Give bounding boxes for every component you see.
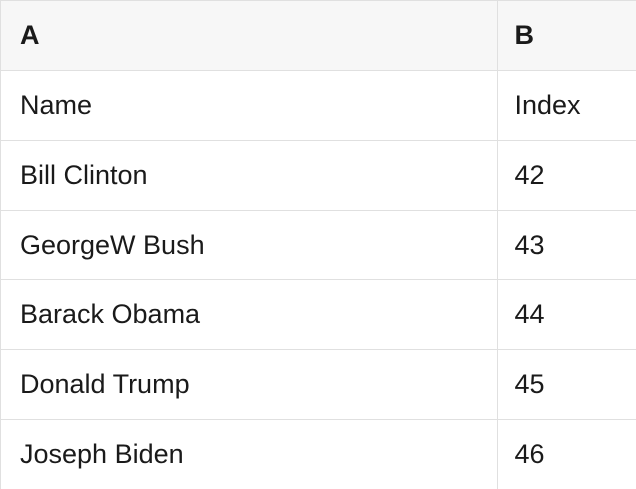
column-header-a[interactable]: A — [1, 1, 497, 70]
table-row: Joseph Biden 46 — [1, 420, 636, 489]
table-cell[interactable]: 45 — [496, 350, 636, 420]
table-cell[interactable]: 42 — [496, 140, 636, 210]
cell-text: Joseph Biden — [20, 439, 184, 470]
cell-text: 46 — [514, 439, 545, 470]
column-header-b[interactable]: B — [496, 1, 636, 70]
table-cell[interactable]: Barack Obama — [1, 280, 497, 349]
cell-text: 45 — [514, 369, 545, 400]
cell-text: Barack Obama — [20, 299, 201, 330]
cell-text: 44 — [514, 299, 545, 330]
table-cell[interactable]: Index — [496, 70, 636, 140]
table-cell[interactable]: 46 — [496, 420, 636, 489]
cell-text: 43 — [514, 229, 545, 260]
column-header-row: A B — [1, 1, 636, 71]
cell-text: Index — [514, 89, 581, 120]
table-cell[interactable]: Bill Clinton — [1, 141, 497, 210]
table-row: GeorgeW Bush 43 — [1, 210, 636, 281]
table-row: Bill Clinton 42 — [1, 140, 636, 211]
table-cell[interactable]: 44 — [496, 280, 636, 350]
cell-text: Donald Trump — [20, 369, 190, 400]
column-header-label: B — [514, 19, 535, 50]
cell-text: 42 — [514, 159, 545, 190]
table-row: Barack Obama 44 — [1, 280, 636, 351]
table-row: Donald Trump 45 — [1, 350, 636, 421]
cell-text: Name — [20, 89, 93, 120]
table-cell[interactable]: 43 — [496, 210, 636, 280]
table-cell[interactable]: Donald Trump — [1, 350, 497, 419]
table-cell[interactable]: Name — [1, 71, 497, 140]
table-row: Name Index — [1, 70, 636, 141]
cell-text: GeorgeW Bush — [20, 229, 205, 260]
cell-text: Bill Clinton — [20, 159, 148, 190]
table-cell[interactable]: GeorgeW Bush — [1, 211, 497, 280]
table-cell[interactable]: Joseph Biden — [1, 420, 497, 489]
column-header-label: A — [20, 19, 40, 50]
